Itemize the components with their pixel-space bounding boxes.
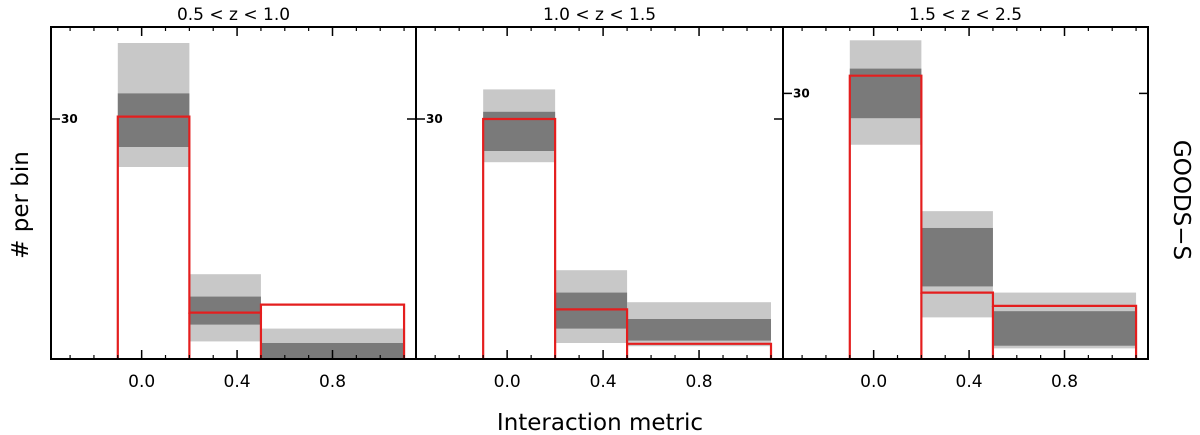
panel-1: 0.0 0.4 0.8 30 0.5 < z < 1.0 (50, 5, 417, 392)
x-tick-label: 0.0 (860, 372, 887, 392)
x-tick-label: 0.4 (956, 372, 983, 392)
x-tick-label: 0.0 (128, 372, 155, 392)
model-inner-band (921, 227, 993, 287)
x-tick-label: 0.8 (1051, 372, 1078, 392)
x-axis-label: Interaction metric (497, 410, 703, 435)
panel-title: 1.5 < z < 2.5 (909, 5, 1022, 25)
model-inner-band (627, 319, 772, 341)
y-tick-label: 30 (61, 112, 78, 126)
panels: 0.0 0.4 0.8 30 0.5 < z < 1.0 0.0 0.4 0.8 30 1.0 <… (50, 5, 1149, 392)
model-inner-band (992, 311, 1137, 346)
x-tick-label: 0.4 (590, 372, 617, 392)
observed-histogram (116, 115, 406, 359)
observed-histogram (482, 117, 773, 359)
panel-title: 0.5 < z < 1.0 (177, 5, 290, 25)
x-tick-label: 0.8 (686, 372, 713, 392)
x-tick-label: 0.4 (224, 372, 251, 392)
panel-title: 1.0 < z < 1.5 (543, 5, 656, 25)
y-tick-label: 30 (793, 86, 810, 100)
model-inner-band (117, 93, 190, 147)
model-inner-band (483, 111, 556, 151)
model-inner-band (555, 292, 628, 329)
survey-label: GOODS−S (1168, 140, 1194, 260)
panel-2: 0.0 0.4 0.8 30 1.0 < z < 1.5 (415, 5, 784, 392)
y-tick-label: 30 (426, 112, 443, 126)
observed-histogram (848, 74, 1138, 359)
model-inner-band (189, 296, 261, 325)
x-tick-label: 0.0 (494, 372, 521, 392)
model-inner-band (849, 68, 922, 119)
x-tick-label: 0.8 (319, 372, 346, 392)
panel-3: 0.0 0.4 0.8 30 1.5 < z < 2.5 (782, 5, 1149, 392)
panel-frame (782, 26, 1149, 360)
y-axis-label: # per bin (8, 151, 34, 259)
